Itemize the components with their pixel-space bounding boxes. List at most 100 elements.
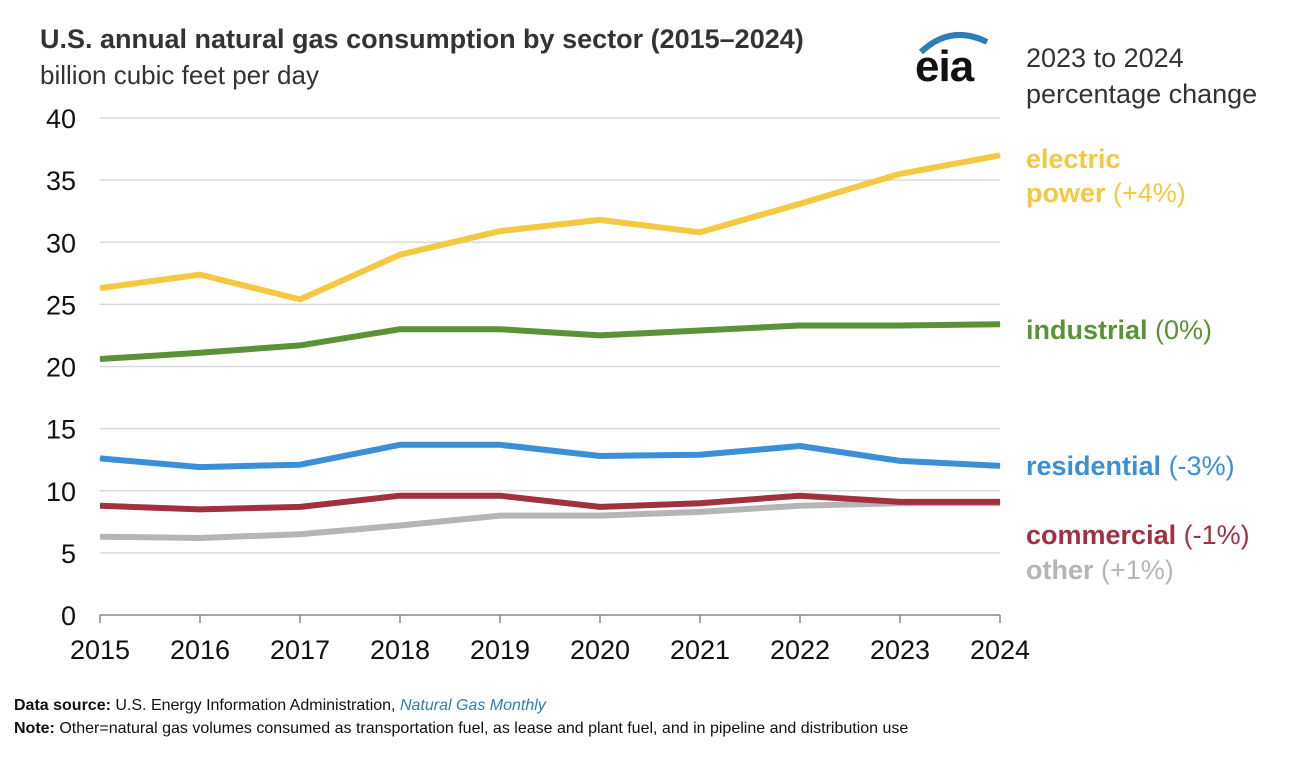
y-tick-label-40: 40 bbox=[46, 104, 76, 134]
point-residential-2018 bbox=[399, 444, 401, 446]
series-change-commercial: (-1%) bbox=[1176, 520, 1250, 550]
point-other-2017 bbox=[299, 533, 301, 535]
series-name-electric: electric bbox=[1026, 144, 1121, 174]
y-tick-label-30: 30 bbox=[46, 228, 76, 258]
series-line-commercial bbox=[99, 492, 1000, 513]
x-tick-label-2019: 2019 bbox=[470, 635, 530, 665]
point-electric-2022 bbox=[799, 203, 801, 205]
series-line-residential bbox=[99, 441, 1001, 471]
logo-text: eia bbox=[915, 42, 974, 91]
note-label: Note: bbox=[14, 720, 55, 737]
point-other-2016 bbox=[199, 537, 201, 539]
point-commercial-2019 bbox=[499, 495, 501, 497]
x-tick-label-2023: 2023 bbox=[870, 635, 930, 665]
point-residential-2015 bbox=[99, 457, 101, 459]
point-residential-2017 bbox=[299, 464, 301, 466]
point-commercial-2018 bbox=[399, 495, 401, 497]
point-other-2019 bbox=[499, 515, 501, 517]
y-tick-label-35: 35 bbox=[46, 166, 76, 196]
point-residential-2019 bbox=[499, 444, 501, 446]
series-change-residential: (-3%) bbox=[1161, 451, 1235, 481]
point-commercial-2020 bbox=[599, 506, 601, 508]
point-other-2015 bbox=[99, 536, 101, 538]
series-name-electric-line2: power bbox=[1026, 178, 1106, 208]
point-industrial-2018 bbox=[399, 328, 401, 330]
x-tick-label-2018: 2018 bbox=[370, 635, 430, 665]
series-line-other bbox=[99, 500, 1000, 541]
chart-title: U.S. annual natural gas consumption by s… bbox=[40, 24, 804, 54]
point-industrial-2020 bbox=[599, 334, 601, 336]
pct-header-line1: 2023 to 2024 bbox=[1026, 43, 1184, 73]
series-name-other: other bbox=[1026, 555, 1094, 585]
point-industrial-2019 bbox=[499, 328, 501, 330]
data-source: Data source: U.S. Energy Information Adm… bbox=[14, 697, 546, 715]
source-publication: Natural Gas Monthly bbox=[399, 697, 546, 714]
series-name-residential: residential bbox=[1026, 451, 1161, 481]
logo-arc bbox=[918, 32, 989, 55]
eia-logo: eia bbox=[915, 28, 995, 91]
series-line-industrial bbox=[99, 321, 1001, 362]
point-other-2022 bbox=[799, 505, 801, 507]
y-tick-label-15: 15 bbox=[46, 415, 76, 445]
point-other-2020 bbox=[599, 515, 601, 517]
point-residential-2022 bbox=[799, 445, 801, 447]
point-industrial-2022 bbox=[799, 324, 801, 326]
series-name-commercial: commercial bbox=[1026, 520, 1176, 550]
point-commercial-2017 bbox=[299, 506, 301, 508]
x-tick-label-2017: 2017 bbox=[270, 635, 330, 665]
series-change-electric: (+4%) bbox=[1106, 178, 1186, 208]
series-label-industrial: industrial (0%) bbox=[1026, 315, 1212, 345]
source-label: Data source: bbox=[14, 697, 111, 714]
series-change-industrial: (0%) bbox=[1148, 315, 1213, 345]
x-tick-label-2016: 2016 bbox=[170, 635, 230, 665]
y-tick-label-20: 20 bbox=[46, 353, 76, 383]
point-other-2018 bbox=[399, 525, 401, 527]
point-electric-2017 bbox=[299, 298, 301, 300]
point-commercial-2016 bbox=[199, 508, 201, 510]
point-industrial-2017 bbox=[299, 344, 301, 346]
point-industrial-2016 bbox=[199, 352, 201, 354]
x-tick-label-2020: 2020 bbox=[570, 635, 630, 665]
point-residential-2016 bbox=[199, 466, 201, 468]
chart-subtitle: billion cubic feet per day bbox=[40, 60, 319, 90]
y-tick-label-5: 5 bbox=[61, 539, 76, 569]
point-industrial-2021 bbox=[699, 329, 701, 331]
point-electric-2019 bbox=[499, 230, 501, 232]
y-tick-label-10: 10 bbox=[46, 477, 76, 507]
series-label-commercial: commercial (-1%) bbox=[1026, 520, 1250, 550]
point-commercial-2022 bbox=[799, 495, 801, 497]
series-label-electric: electric bbox=[1026, 144, 1121, 174]
point-industrial-2024 bbox=[999, 323, 1001, 325]
y-tick-label-25: 25 bbox=[46, 290, 76, 320]
point-residential-2020 bbox=[599, 455, 601, 457]
point-electric-2015 bbox=[99, 287, 101, 289]
point-residential-2024 bbox=[999, 465, 1001, 467]
point-industrial-2015 bbox=[99, 358, 101, 360]
point-electric-2018 bbox=[399, 254, 401, 256]
percentage-change-header: 2023 to 2024 percentage change bbox=[1026, 40, 1257, 112]
point-commercial-2021 bbox=[699, 502, 701, 504]
point-other-2021 bbox=[699, 511, 701, 513]
point-electric-2021 bbox=[699, 231, 701, 233]
point-electric-2020 bbox=[599, 219, 601, 221]
x-tick-label-2015: 2015 bbox=[70, 635, 130, 665]
x-tick-label-2022: 2022 bbox=[770, 635, 830, 665]
point-residential-2023 bbox=[899, 460, 901, 462]
series-name-industrial: industrial bbox=[1026, 315, 1148, 345]
series-change-other: (+1%) bbox=[1094, 555, 1174, 585]
series-label-electric-line2: power (+4%) bbox=[1026, 178, 1186, 208]
point-electric-2016 bbox=[199, 274, 201, 276]
point-commercial-2023 bbox=[899, 501, 901, 503]
note: Note: Other=natural gas volumes consumed… bbox=[14, 720, 908, 738]
x-tick-label-2021: 2021 bbox=[670, 635, 730, 665]
point-electric-2024 bbox=[999, 154, 1001, 156]
source-text: U.S. Energy Information Administration, bbox=[115, 697, 396, 714]
series-label-residential: residential (-3%) bbox=[1026, 451, 1235, 481]
point-commercial-2015 bbox=[99, 505, 101, 507]
series-line-electric bbox=[99, 152, 1001, 303]
x-tick-label-2024: 2024 bbox=[970, 635, 1030, 665]
pct-header-line2: percentage change bbox=[1026, 79, 1258, 109]
point-commercial-2024 bbox=[999, 501, 1001, 503]
point-residential-2021 bbox=[699, 454, 701, 456]
